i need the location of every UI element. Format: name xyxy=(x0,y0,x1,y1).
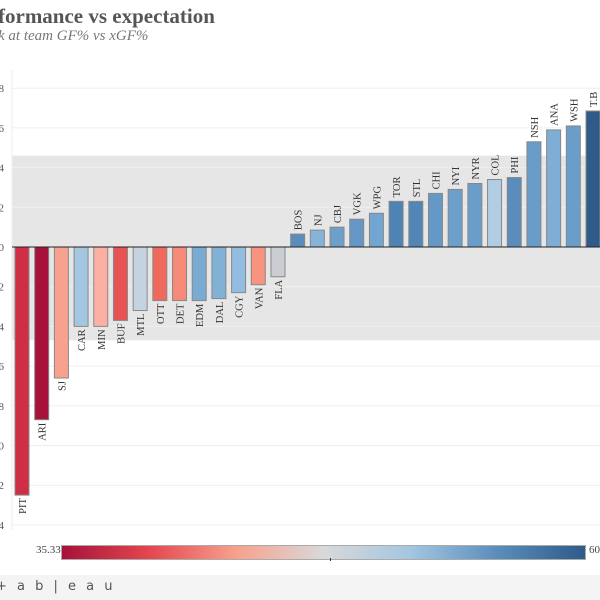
bar-sj[interactable] xyxy=(53,246,69,379)
bar-ott[interactable] xyxy=(152,246,168,302)
bar-dal[interactable] xyxy=(211,246,227,300)
bar-label: NYR xyxy=(471,157,482,179)
bar-label: WSH xyxy=(569,98,580,122)
chart-title: formance vs expectation xyxy=(0,4,215,28)
bar-label: CHI xyxy=(431,171,442,190)
bar-edm[interactable] xyxy=(191,246,207,302)
bar-label: STL xyxy=(412,179,423,198)
bar-label: COL xyxy=(491,155,502,176)
color-legend-gradient[interactable] xyxy=(61,545,586,560)
y-tick-label: 2 xyxy=(0,282,4,294)
bar-label: NJ xyxy=(313,214,324,226)
bar-label: VAN xyxy=(254,287,265,309)
bar-label: CBJ xyxy=(333,205,344,223)
bar-min[interactable] xyxy=(93,246,109,327)
bar-label: MIN xyxy=(97,329,108,350)
bar-buf[interactable] xyxy=(112,246,128,321)
bar-wpg[interactable] xyxy=(368,212,384,248)
y-tick-label: 6 xyxy=(0,123,5,135)
bar-label: TOR xyxy=(392,177,403,198)
tableau-logo[interactable]: + a b | e a u xyxy=(0,579,116,594)
bar-label: EDM xyxy=(195,303,206,327)
bar-label: DET xyxy=(176,303,187,324)
bar-phi[interactable] xyxy=(506,177,522,248)
y-tick-label: 2 xyxy=(0,202,4,214)
legend-min-label: 35.33 xyxy=(36,544,61,556)
bar-tb[interactable] xyxy=(585,110,600,248)
bar-ana[interactable] xyxy=(546,129,562,248)
bar-label: CGY xyxy=(235,295,246,318)
bar-label: WPG xyxy=(372,186,383,210)
bar-label: VGK xyxy=(353,192,364,215)
bar-label: SJ xyxy=(57,381,68,391)
bar-tor[interactable] xyxy=(388,200,404,248)
footer: + a b | e a u xyxy=(0,575,600,600)
bar-det[interactable] xyxy=(172,246,188,302)
bar-label: BOS xyxy=(294,210,305,231)
bar-vgk[interactable] xyxy=(349,218,365,248)
bar-label: NSH xyxy=(530,116,541,137)
bar-label: NYI xyxy=(451,166,462,185)
bar-label: ANA xyxy=(550,103,561,126)
y-tick-label: 8 xyxy=(0,83,5,95)
legend-max-label: 60 xyxy=(589,544,600,556)
legend-midpoint-tick xyxy=(330,558,331,561)
bar-nyr[interactable] xyxy=(467,182,483,248)
bar-car[interactable] xyxy=(73,246,89,327)
bar-van[interactable] xyxy=(250,246,266,286)
bar-ari[interactable] xyxy=(34,246,50,421)
bar-cbj[interactable] xyxy=(329,226,345,248)
bar-nsh[interactable] xyxy=(526,141,542,248)
bar-label: PHI xyxy=(510,156,521,173)
chart-subtitle: k at team GF% vs xGF% xyxy=(0,28,149,44)
y-tick-label: 8 xyxy=(0,401,5,413)
bar-label: T.B xyxy=(589,92,600,107)
bar-label: CAR xyxy=(77,329,88,351)
bar-label: ARI xyxy=(38,422,49,441)
y-tick-label: 6 xyxy=(0,361,5,373)
bar-label: BUF xyxy=(116,323,127,344)
y-tick-label: 4 xyxy=(0,321,5,333)
bar-pit[interactable] xyxy=(14,246,30,496)
bar-mtl[interactable] xyxy=(132,246,148,312)
y-tick-label: 0 xyxy=(0,242,5,254)
bar-col[interactable] xyxy=(487,179,503,248)
bar-label: DAL xyxy=(215,302,226,324)
bar-label: OTT xyxy=(156,303,167,324)
y-tick-label: 4 xyxy=(0,163,5,175)
bar-label: PIT xyxy=(18,498,29,514)
bar-chi[interactable] xyxy=(427,192,443,248)
y-tick-label: 0 xyxy=(0,441,5,453)
bar-label: FLA xyxy=(274,279,285,299)
y-tick-label: 2 xyxy=(0,480,4,492)
bar-wsh[interactable] xyxy=(565,125,581,248)
bar-fla[interactable] xyxy=(270,246,286,278)
bar-nj[interactable] xyxy=(309,229,325,248)
bar-label: MTL xyxy=(136,314,147,336)
bar-bos[interactable] xyxy=(290,233,306,248)
y-tick-label: 4 xyxy=(0,520,5,532)
bar-chart: 8 6 4 2 0 2 4 6 8 0 2 4 PIT ARI SJ CAR MIN BUF MTL OTT DET ED… xyxy=(0,70,600,532)
bar-stl[interactable] xyxy=(408,200,424,248)
bar-nyi[interactable] xyxy=(447,188,463,248)
bar-cgy[interactable] xyxy=(231,246,247,294)
